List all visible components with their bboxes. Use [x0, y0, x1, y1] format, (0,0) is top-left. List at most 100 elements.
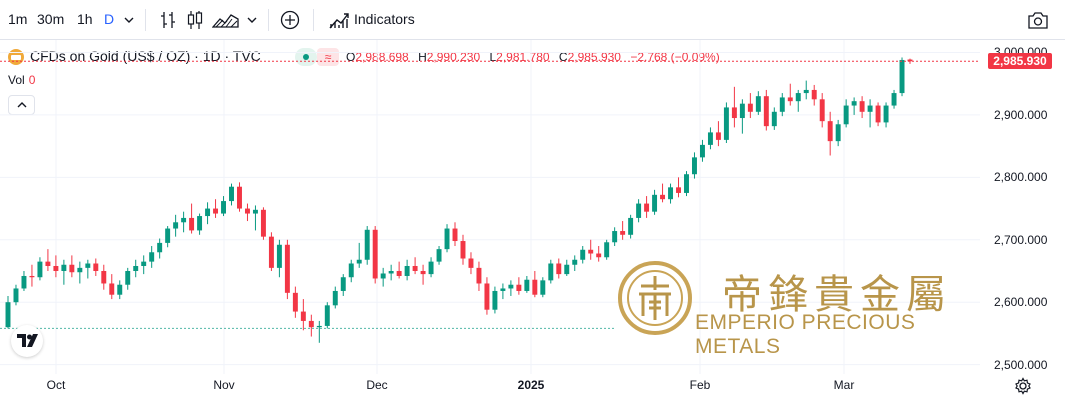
indicators-icon[interactable]: [328, 10, 350, 30]
price-tick-label: 2,900.000: [994, 107, 1048, 122]
candle-body: [380, 273, 386, 279]
toolbar-divider: [313, 9, 314, 31]
candle-body: [133, 265, 139, 271]
candle-body: [332, 290, 338, 306]
candle-body: [803, 89, 809, 94]
candle-body: [668, 187, 674, 200]
candle-body: [580, 249, 586, 260]
price-tick-label: 2,700.000: [994, 232, 1048, 247]
candle-body: [244, 208, 250, 214]
emperio-logo-icon: [618, 261, 692, 335]
candle-body: [739, 103, 745, 119]
candle-body: [731, 107, 737, 119]
candle-body: [141, 261, 147, 266]
candle-body: [867, 105, 873, 112]
candle-body: [404, 265, 410, 276]
area-chart-icon[interactable]: [212, 10, 240, 30]
candle-body: [851, 101, 857, 106]
candle-body: [564, 264, 570, 275]
candle-body: [221, 201, 226, 214]
bar-chart-icon[interactable]: [158, 10, 178, 30]
time-tick-label: 2025: [517, 378, 545, 392]
candle-body: [891, 93, 897, 106]
candle-body: [284, 244, 290, 293]
interval-1h[interactable]: 1h: [77, 11, 93, 27]
candle-body: [660, 194, 666, 200]
interval-1m[interactable]: 1m: [8, 11, 28, 27]
volume-value: 0: [28, 73, 36, 87]
candle-body: [428, 261, 434, 275]
tradingview-logo-icon: [17, 334, 38, 347]
candle-body: [676, 187, 681, 193]
add-compare-icon[interactable]: [280, 10, 300, 30]
high-label: H: [418, 50, 427, 64]
candle-body: [213, 208, 219, 214]
chevron-down-icon[interactable]: [124, 15, 134, 25]
candle-body: [684, 174, 689, 193]
candle-body: [699, 144, 705, 158]
camera-icon[interactable]: [1027, 10, 1049, 30]
candle-body: [795, 93, 801, 102]
candle-body: [85, 263, 91, 268]
open-label: O: [346, 50, 356, 64]
chevron-up-icon: [17, 102, 27, 108]
candle-body: [548, 263, 554, 281]
candle-body: [372, 229, 378, 279]
watermark-chinese-text: 帝鋒貴金屬: [722, 272, 952, 318]
interval-30m[interactable]: 30m: [37, 11, 65, 27]
candle-body: [620, 231, 626, 235]
candle-body: [500, 288, 506, 291]
low-value: 2,981.780: [496, 50, 550, 64]
candle-body: [907, 59, 913, 62]
candle-body: [540, 280, 546, 295]
time-tick-label: Dec: [366, 378, 388, 392]
chevron-down-icon[interactable]: [247, 15, 257, 25]
candle-body: [707, 132, 713, 145]
candle-body: [181, 217, 187, 223]
candle-body: [53, 265, 59, 271]
volume-legend: Vol 0: [8, 73, 35, 87]
candle-body: [45, 261, 51, 266]
candle-body: [755, 96, 761, 112]
watermark-english-text: EMPERIO PRECIOUS METALS: [695, 311, 916, 358]
candle-body: [827, 121, 833, 142]
candle-body: [843, 105, 849, 125]
candle-body: [644, 203, 650, 212]
candle-body: [300, 311, 306, 321]
indicators-button[interactable]: Indicators: [354, 11, 415, 27]
candle-body: [316, 325, 322, 328]
open-value: 2,988.698: [355, 50, 409, 64]
candle-body: [532, 279, 538, 295]
candle-body: [69, 264, 75, 273]
time-axis[interactable]: Oct Nov Dec 2025 Feb Mar: [0, 374, 980, 404]
close-value: 2,985.930: [567, 50, 621, 64]
ohlc-values: O2,988.698 H2,990.230 L2,981.780 C2,985.…: [346, 50, 726, 64]
candle-body: [596, 253, 602, 258]
price-axis[interactable]: 2,500.000 2,600.000 2,700.000 2,800.000 2,90…: [980, 40, 1065, 374]
candle-body: [276, 244, 282, 268]
candle-body: [356, 259, 362, 264]
candle-body: [37, 261, 43, 278]
settings-gear-icon[interactable]: [1014, 377, 1032, 395]
top-toolbar: 1m 30m 1h D Indicators: [0, 0, 1065, 40]
interval-d[interactable]: D: [104, 11, 115, 27]
candle-body: [436, 249, 442, 262]
candle-body: [5, 302, 11, 328]
last-price-tag: 2,985.930: [988, 53, 1052, 70]
candle-body: [157, 242, 163, 253]
volume-label: Vol: [8, 73, 25, 87]
tradingview-logo[interactable]: [11, 325, 43, 357]
candle-body: [692, 157, 697, 175]
candle-body: [468, 258, 474, 268]
candle-body: [779, 97, 785, 112]
price-chart[interactable]: [0, 40, 980, 374]
candle-body: [444, 228, 450, 250]
candle-body: [747, 103, 753, 112]
candle-body: [101, 270, 107, 284]
change-value: −2.768 (−0.09%): [630, 50, 720, 64]
candles-icon[interactable]: [185, 9, 205, 31]
candle-body: [460, 241, 466, 259]
candle-body: [229, 186, 234, 202]
candle-body: [604, 242, 610, 258]
toolbar-divider: [268, 9, 269, 31]
